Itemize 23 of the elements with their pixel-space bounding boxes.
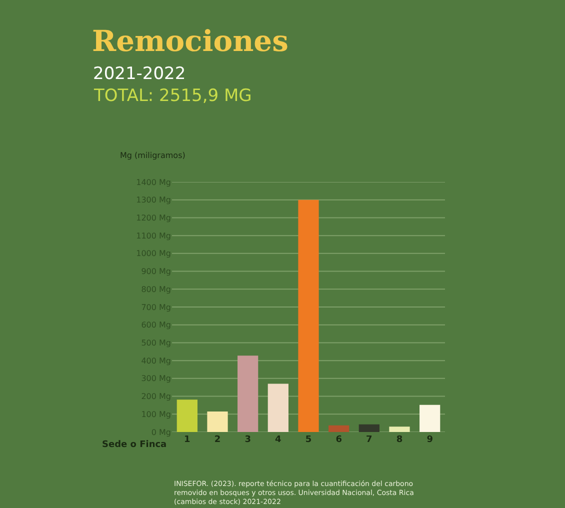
x-tick-label: 3 — [244, 435, 251, 445]
bar — [298, 200, 319, 432]
x-tick-label: 6 — [336, 435, 342, 445]
x-tick-label: 2 — [214, 435, 221, 445]
bar — [328, 425, 350, 432]
bar — [268, 384, 288, 432]
text: TOTAL: 2515,9 MG — [93, 86, 252, 106]
bar — [238, 356, 258, 432]
bar — [389, 426, 410, 432]
x-tick-label: 5 — [305, 435, 312, 445]
bar — [358, 424, 380, 432]
y-axis-title: Mg (miligramos) — [120, 151, 186, 160]
bar — [176, 400, 198, 432]
x-tick-label: 9 — [426, 435, 433, 445]
x-axis-title: Sede o Finca — [102, 440, 167, 450]
bar — [207, 411, 228, 432]
chart-title: Remociones — [92, 24, 288, 58]
bar — [420, 404, 440, 432]
x-tick-label: 1 — [184, 435, 190, 445]
x-tick-label: 8 — [396, 435, 403, 445]
x-tick-label: 4 — [275, 435, 282, 445]
x-tick-label: 7 — [366, 435, 372, 445]
chart-subtitle: 2021-2022 — [93, 64, 186, 84]
